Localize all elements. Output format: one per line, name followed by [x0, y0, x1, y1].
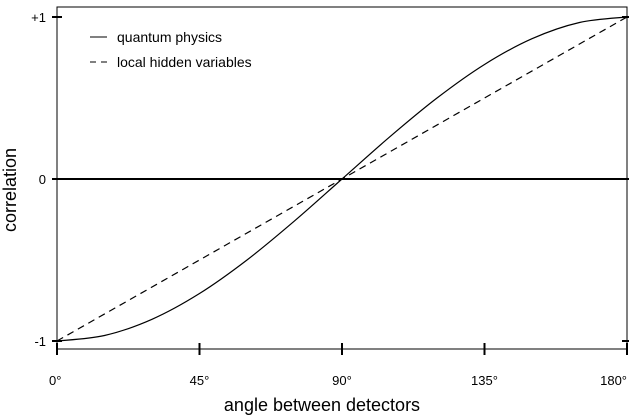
series-line-local-hidden-variables	[56, 16, 628, 342]
y-tick-label: +1	[31, 10, 46, 25]
x-tick-label: 0°	[49, 373, 61, 388]
y-axis-title: correlation	[0, 148, 20, 232]
legend: quantum physics local hidden variables	[90, 29, 252, 70]
y-axis-ticks: +1 0 -1	[31, 10, 629, 349]
x-axis-title: angle between detectors	[224, 395, 420, 415]
x-axis-ticks: 0° 45° 90° 135° 180°	[49, 343, 628, 388]
y-tick-label: -1	[34, 334, 46, 349]
series-layer	[56, 16, 628, 342]
x-tick-label: 90°	[332, 373, 352, 388]
x-tick-label: 135°	[471, 373, 498, 388]
y-tick-label: 0	[39, 172, 46, 187]
x-tick-label: 180°	[600, 373, 627, 388]
x-tick-label: 45°	[190, 373, 210, 388]
legend-label-hidden-variables: local hidden variables	[117, 54, 252, 70]
legend-label-quantum: quantum physics	[117, 29, 222, 45]
